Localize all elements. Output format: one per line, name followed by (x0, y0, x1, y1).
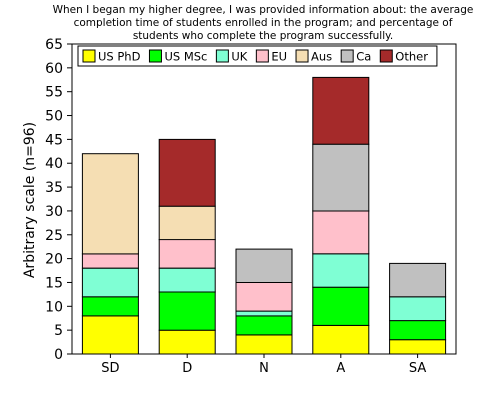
y-tick-label-25: 25 (45, 228, 63, 244)
chart-title: When I began my higher degree, I was pro… (53, 4, 474, 42)
bar-segment-sd-eu (81, 253, 139, 269)
bar-segment-a-us-phd (312, 324, 370, 355)
legend-swatch-other (379, 49, 393, 63)
x-tick-label-d: D (182, 361, 192, 376)
legend-swatch-aus (295, 49, 309, 63)
y-tick-label-55: 55 (45, 85, 63, 101)
bar-segment-sa-uk (389, 296, 447, 322)
y-tick-label-45: 45 (45, 132, 63, 148)
y-tick-label-60: 60 (45, 61, 63, 77)
bar-segment-a-eu (312, 210, 370, 255)
y-tick-label-0: 0 (54, 347, 63, 363)
bar-segment-n-eu (235, 282, 293, 312)
x-tick-label-sd: SD (101, 361, 119, 376)
legend-swatch-ca (340, 49, 354, 63)
legend-swatch-eu (255, 49, 269, 63)
bar-segment-sa-us-msc (389, 320, 447, 341)
bars-group: SD D N A SA (81, 76, 447, 376)
legend-label-ca: Ca (356, 50, 371, 64)
bar-segment-sd-uk (81, 267, 139, 298)
bar-segment-sa-us-phd (389, 339, 447, 355)
bar-segment-sd-us-msc (81, 296, 139, 317)
legend-label-uk: UK (231, 50, 247, 64)
bar-segment-d-eu (158, 239, 216, 269)
bar-segment-n-us-phd (235, 334, 293, 355)
y-tick-label-35: 35 (45, 180, 63, 196)
y-tick-label-5: 5 (54, 323, 63, 339)
bar-segment-n-uk (235, 310, 293, 317)
x-tick-label-a: A (336, 361, 345, 376)
bar-segment-a-uk (312, 253, 370, 288)
chart-title-line-2: completion time of students enrolled in … (74, 17, 453, 29)
bar-segment-d-us-msc (158, 291, 216, 331)
x-tick-label-sa: SA (409, 361, 426, 376)
y-axis-title: Arbitrary scale (n=96) (22, 122, 38, 278)
legend-swatch-us-phd (82, 49, 96, 63)
legend-swatch-us-msc (148, 49, 162, 63)
bar-segment-d-us-phd (158, 329, 216, 355)
bar-segment-a-us-msc (312, 286, 370, 326)
bar-segment-n-us-msc (235, 315, 293, 336)
bar-segment-sd-us-phd (81, 315, 139, 355)
chart-title-line-3: students who complete the program succes… (133, 30, 393, 42)
y-tick-label-10: 10 (45, 299, 63, 315)
y-tick-label-50: 50 (45, 109, 63, 125)
bar-segment-d-aus (158, 205, 216, 241)
bar-segment-a-ca (312, 143, 370, 212)
bar-segment-d-other (158, 138, 216, 207)
y-tick-label-40: 40 (45, 156, 63, 172)
y-tick-label-65: 65 (45, 37, 63, 53)
y-tick-label-30: 30 (45, 204, 63, 220)
bar-segment-sa-ca (389, 262, 447, 298)
legend: US PhD US MSc UK EU Aus Ca Other (77, 45, 438, 67)
bar-segment-sd-aus (81, 153, 139, 255)
y-tick-label-20: 20 (45, 252, 63, 268)
legend-swatch-uk (215, 49, 229, 63)
legend-label-other: Other (395, 50, 428, 64)
bar-segment-n-ca (235, 248, 293, 284)
y-tick-label-15: 15 (45, 275, 63, 291)
legend-label-us-phd: US PhD (98, 50, 141, 64)
axes-group: 0 5 10 15 20 25 30 35 40 45 50 55 60 65 (45, 37, 457, 363)
chart-title-line-1: When I began my higher degree, I was pro… (53, 4, 474, 16)
bar-segment-a-other (312, 76, 370, 145)
legend-label-aus: Aus (311, 50, 332, 64)
x-tick-label-n: N (259, 361, 269, 376)
bar-segment-d-uk (158, 267, 216, 293)
legend-label-eu: EU (271, 50, 287, 64)
legend-label-us-msc: US MSc (164, 50, 207, 64)
